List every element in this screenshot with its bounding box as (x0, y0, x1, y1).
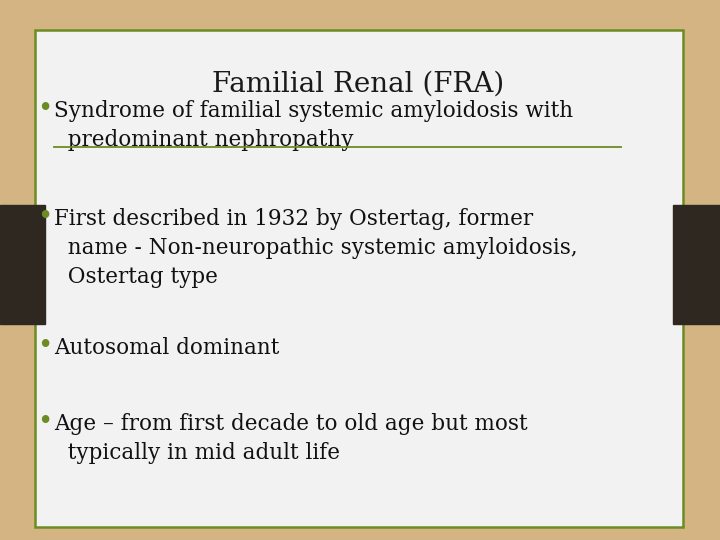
Text: Syndrome of familial systemic amyloidosis with
  predominant nephropathy: Syndrome of familial systemic amyloidosi… (54, 100, 573, 151)
Text: •: • (37, 333, 53, 358)
Text: Autosomal dominant: Autosomal dominant (54, 338, 279, 360)
Text: Age – from first decade to old age but most
  typically in mid adult life: Age – from first decade to old age but m… (54, 413, 528, 464)
Text: •: • (37, 409, 53, 434)
Text: Familial Renal (FRA): Familial Renal (FRA) (212, 70, 505, 97)
Bar (0, 205, 45, 324)
Bar (673, 205, 720, 324)
Text: •: • (37, 96, 53, 120)
Text: •: • (37, 204, 53, 228)
Text: First described in 1932 by Ostertag, former
  name - Non-neuropathic systemic am: First described in 1932 by Ostertag, for… (54, 208, 577, 287)
